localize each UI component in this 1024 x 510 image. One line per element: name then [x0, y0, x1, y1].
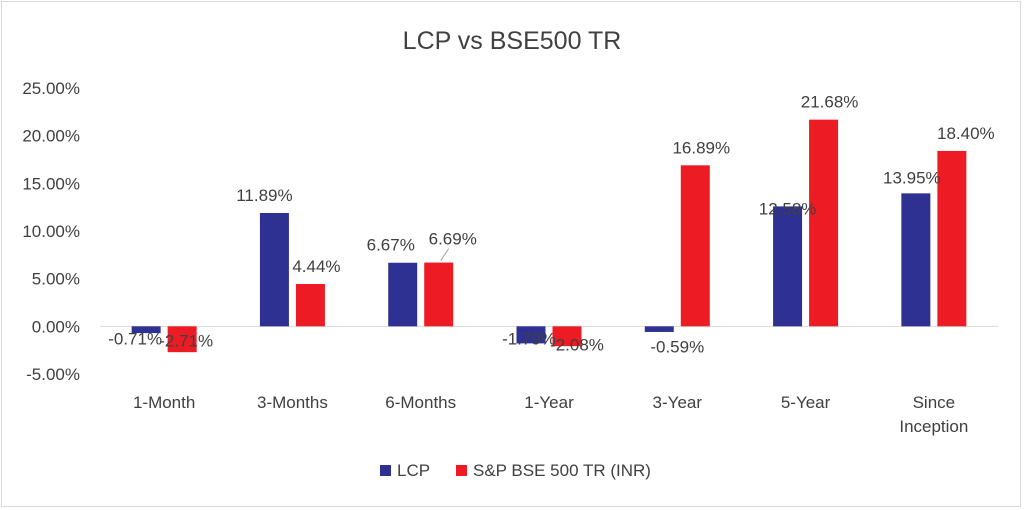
- y-tick-label: 25.00%: [22, 79, 80, 98]
- data-label: 13.95%: [883, 168, 941, 187]
- data-labels: -0.71%-2.71%11.89%4.44%6.67% 6.69%-1.79%-…: [108, 93, 994, 357]
- x-tick-label: 5-Year: [781, 393, 831, 412]
- data-label: -1.79%: [502, 329, 556, 348]
- bar-lcp: [388, 262, 418, 327]
- bars: [131, 119, 967, 353]
- data-label: -0.71%: [108, 329, 162, 348]
- bar-lcp: [259, 212, 289, 327]
- legend-swatch: [380, 465, 391, 476]
- y-tick-label: 5.00%: [32, 270, 80, 289]
- bar-lcp: [516, 326, 546, 344]
- bar-lcp: [773, 206, 803, 327]
- y-tick-label: -5.00%: [26, 365, 80, 384]
- data-label: 6.69%: [429, 230, 477, 249]
- bar-bse500: [552, 326, 582, 347]
- bar-bse500: [809, 119, 839, 327]
- bar-lcp: [644, 326, 674, 332]
- bar-lcp: [901, 193, 931, 327]
- data-label: 11.89%: [236, 186, 292, 205]
- bar-bse500: [295, 284, 325, 327]
- bar-bse500: [424, 262, 454, 327]
- bar-lcp: [131, 326, 161, 334]
- x-tick-label: 3-Year: [653, 393, 703, 412]
- x-tick-label: 1-Year: [524, 393, 574, 412]
- data-label: -2.71%: [159, 331, 213, 350]
- x-tick-label: 3-Months: [257, 393, 328, 412]
- data-label: 4.44%: [292, 257, 340, 276]
- data-label: 18.40%: [937, 124, 995, 143]
- x-tick-label: Inception: [899, 417, 968, 436]
- data-label: 16.89%: [672, 138, 730, 157]
- y-axis: -5.00% 0.00% 5.00% 10.00% 15.00% 20.00% 25.00%: [22, 79, 80, 384]
- data-label: 12.58%: [759, 199, 817, 218]
- y-tick-label: 20.00%: [22, 127, 80, 146]
- bar-bse500: [937, 150, 967, 327]
- y-tick-label: 15.00%: [22, 174, 80, 193]
- legend-label: S&P BSE 500 TR (INR): [473, 461, 651, 480]
- x-tick-label: Since: [913, 393, 956, 412]
- x-axis: 1-Month 3-Months 6-Months 1-Year 3-Year 5-Yea…: [133, 393, 968, 436]
- y-tick-label: 10.00%: [22, 222, 80, 241]
- data-label: 6.67%: [367, 236, 415, 255]
- data-label: 21.68%: [801, 93, 859, 112]
- legend: LCP S&P BSE 500 TR (INR): [380, 461, 651, 480]
- data-label: -0.59%: [650, 337, 704, 356]
- y-tick-label: 0.00%: [32, 317, 80, 336]
- legend-swatch: [456, 465, 467, 476]
- legend-label: LCP: [397, 461, 430, 480]
- chart-title: LCP vs BSE500 TR: [403, 27, 622, 55]
- data-label: -2.08%: [550, 335, 604, 354]
- label-leader-line: [440, 248, 450, 261]
- bar-bse500: [167, 326, 197, 353]
- x-tick-label: 1-Month: [133, 393, 195, 412]
- x-tick-label: 6-Months: [385, 393, 456, 412]
- bar-bse500: [680, 165, 710, 327]
